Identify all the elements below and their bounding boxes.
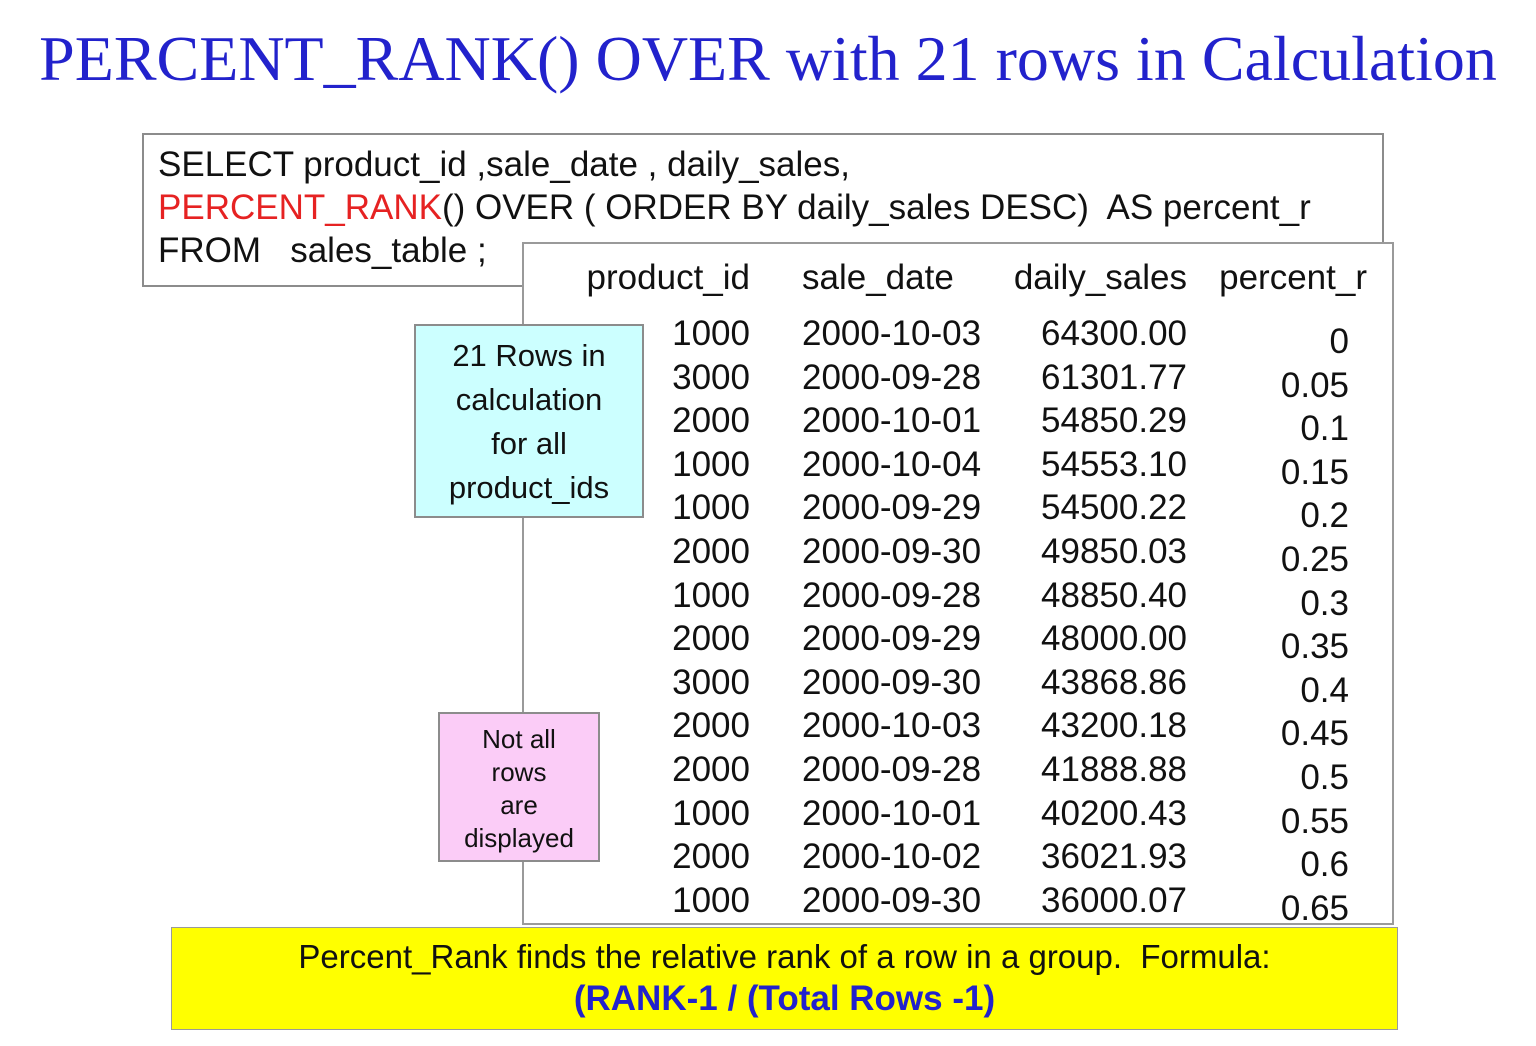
callout-not-all-rows: Not all rows are displayed (438, 712, 600, 862)
table-cell-product_id: 3000 (672, 662, 750, 702)
table-row: 2000 2000-10-03 43200.18 0.45 (524, 704, 1392, 753)
table-cell-sale_date: 2000-09-30 (802, 662, 982, 702)
table-cell-percent_r: 0.1 (1300, 409, 1349, 449)
sql-line-over-clause: () OVER ( ORDER BY daily_sales DESC) AS … (441, 188, 1311, 227)
table-row: 3000 2000-09-28 61301.77 0.05 (524, 356, 1392, 405)
sql-keyword-percent-rank: PERCENT_RANK (158, 188, 442, 227)
table-cell-sale_date: 2000-09-30 (802, 531, 982, 571)
table-row: 1000 2000-10-04 54553.10 0.15 (524, 443, 1392, 492)
table-cell-daily_sales: 54553.10 (1041, 444, 1187, 484)
table-cell-daily_sales: 36021.93 (1041, 837, 1187, 877)
table-cell-percent_r: 0.05 (1280, 365, 1349, 405)
table-row: 1000 2000-09-29 54500.22 0.2 (524, 486, 1392, 535)
table-cell-sale_date: 2000-09-29 (802, 619, 982, 659)
table-cell-product_id: 1000 (672, 880, 750, 920)
table-cell-sale_date: 2000-10-01 (802, 401, 982, 441)
table-cell-sale_date: 2000-10-03 (802, 706, 982, 746)
table-cell-product_id: 1000 (672, 488, 750, 528)
footer-formula: (RANK-1 / (Total Rows -1) (573, 979, 996, 1018)
table-cell-daily_sales: 43200.18 (1041, 706, 1187, 746)
table-cell-daily_sales: 40200.43 (1041, 793, 1187, 833)
table-row: 1000 2000-09-28 48850.40 0.3 (524, 574, 1392, 623)
table-cell-product_id: 2000 (672, 531, 750, 571)
table-cell-percent_r: 0.3 (1300, 583, 1349, 623)
table-cell-sale_date: 2000-09-28 (802, 575, 982, 615)
table-cell-product_id: 2000 (672, 401, 750, 441)
table-cell-percent_r: 0 (1329, 322, 1349, 361)
sql-line-from: FROM sales_table ; (158, 231, 487, 270)
table-cell-daily_sales: 49850.03 (1041, 531, 1187, 571)
table-cell-sale_date: 2000-09-30 (802, 880, 982, 920)
callout-21-rows: 21 Rows in calculation for all product_i… (414, 324, 644, 518)
table-cell-percent_r: 0.65 (1280, 888, 1349, 925)
table-cell-product_id: 3000 (672, 357, 750, 397)
table-cell-sale_date: 2000-10-04 (802, 444, 982, 484)
table-cell-percent_r: 0.55 (1280, 801, 1349, 841)
column-header-percent-r: percent_r (1219, 258, 1367, 297)
table-cell-percent_r: 0.2 (1300, 496, 1349, 536)
table-cell-daily_sales: 48850.40 (1041, 575, 1187, 615)
page-title: PERCENT_RANK() OVER with 21 rows in Calc… (39, 23, 1497, 94)
table-cell-percent_r: 0.45 (1280, 714, 1349, 754)
table-row: 3000 2000-09-30 43868.86 0.4 (524, 661, 1392, 710)
table-cell-daily_sales: 41888.88 (1041, 749, 1187, 789)
table-cell-sale_date: 2000-09-28 (802, 357, 982, 397)
table-cell-product_id: 1000 (672, 444, 750, 484)
result-table-header: product_id sale_date daily_sales percent… (524, 244, 1392, 300)
table-cell-product_id: 1000 (672, 314, 750, 353)
column-header-sale-date: sale_date (802, 258, 954, 297)
table-cell-daily_sales: 64300.00 (1041, 314, 1187, 353)
footer-note: Percent_Rank finds the relative rank of … (171, 927, 1398, 1030)
sql-line-select: SELECT product_id ,sale_date , daily_sal… (158, 145, 850, 184)
table-cell-daily_sales: 36000.07 (1041, 880, 1187, 920)
column-header-product-id: product_id (586, 258, 750, 297)
table-cell-percent_r: 0.15 (1280, 452, 1349, 492)
table-cell-daily_sales: 43868.86 (1041, 662, 1187, 702)
table-cell-product_id: 2000 (672, 837, 750, 877)
table-cell-sale_date: 2000-10-03 (802, 314, 982, 353)
table-cell-percent_r: 0.6 (1300, 845, 1349, 885)
table-row: 1000 2000-10-01 40200.43 0.55 (524, 792, 1392, 841)
table-row: 2000 2000-10-01 54850.29 0.1 (524, 399, 1392, 448)
table-cell-daily_sales: 61301.77 (1041, 357, 1187, 397)
table-cell-percent_r: 0.35 (1280, 627, 1349, 667)
result-table-rows: 1000 2000-10-03 64300.00 0 3000 2000-09-28 613… (524, 312, 1392, 923)
table-cell-sale_date: 2000-10-02 (802, 837, 982, 877)
table-row: 2000 2000-09-28 41888.88 0.5 (524, 748, 1392, 797)
table-cell-percent_r: 0.25 (1280, 539, 1349, 579)
sql-line-percent-rank: PERCENT_RANK() OVER ( ORDER BY daily_sal… (144, 186, 1382, 229)
table-cell-daily_sales: 54500.22 (1041, 488, 1187, 528)
table-cell-sale_date: 2000-09-29 (802, 488, 982, 528)
table-cell-percent_r: 0.5 (1300, 757, 1349, 797)
table-row: 2000 2000-09-29 48000.00 0.35 (524, 617, 1392, 666)
table-cell-sale_date: 2000-09-28 (802, 749, 982, 789)
sql-query-box: SELECT product_id ,sale_date , daily_sal… (142, 133, 1384, 287)
table-cell-product_id: 1000 (672, 575, 750, 615)
table-row: 2000 2000-09-30 49850.03 0.25 (524, 530, 1392, 579)
table-cell-daily_sales: 54850.29 (1041, 401, 1187, 441)
table-cell-product_id: 2000 (672, 619, 750, 659)
column-header-daily-sales: daily_sales (1013, 258, 1187, 297)
table-row: 2000 2000-10-02 36021.93 0.6 (524, 835, 1392, 884)
table-row: 1000 2000-09-30 36000.07 0.65 (524, 879, 1392, 923)
table-cell-product_id: 1000 (672, 793, 750, 833)
table-cell-percent_r: 0.4 (1300, 670, 1349, 710)
table-cell-sale_date: 2000-10-01 (802, 793, 982, 833)
table-cell-product_id: 2000 (672, 749, 750, 789)
table-cell-daily_sales: 48000.00 (1041, 619, 1187, 659)
result-table: product_id sale_date daily_sales percent… (522, 242, 1394, 925)
footer-description: Percent_Rank finds the relative rank of … (298, 938, 1271, 975)
table-cell-product_id: 2000 (672, 706, 750, 746)
table-row: 1000 2000-10-03 64300.00 0 (524, 312, 1392, 361)
